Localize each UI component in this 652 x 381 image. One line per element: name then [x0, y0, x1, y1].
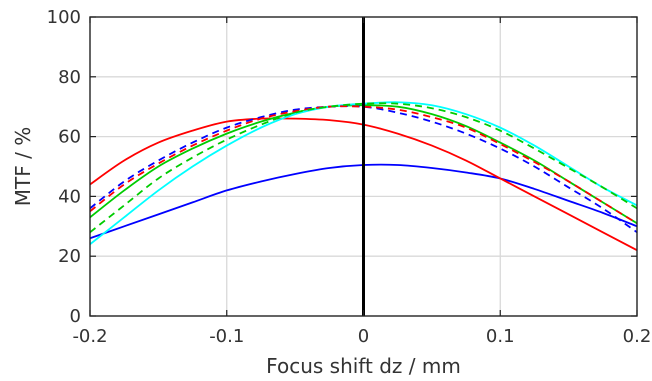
y-tick-label: 0 — [70, 306, 81, 327]
y-tick-label: 60 — [58, 127, 81, 148]
x-tick-label: 0.1 — [486, 326, 515, 347]
y-tick-label: 80 — [58, 67, 81, 88]
y-tick-label: 40 — [58, 186, 81, 207]
x-tick-label: -0.1 — [209, 326, 244, 347]
series-line-5 — [89, 105, 638, 234]
plot-frame — [89, 16, 638, 317]
y-axis-title: MTF / % — [11, 127, 35, 206]
x-axis-title: Focus shift dz / mm — [266, 354, 461, 378]
x-tick-label: 0.2 — [623, 326, 652, 347]
series-line-6 — [89, 105, 638, 225]
x-tick-label: -0.2 — [72, 326, 107, 347]
y-tick-label: 100 — [47, 7, 81, 28]
y-tick-label: 20 — [58, 246, 81, 267]
tick-labels: -0.2 -0.1 0 0.1 0.2 0 20 40 60 80 100 — [47, 7, 652, 347]
x-tick-label: 0 — [358, 326, 369, 347]
